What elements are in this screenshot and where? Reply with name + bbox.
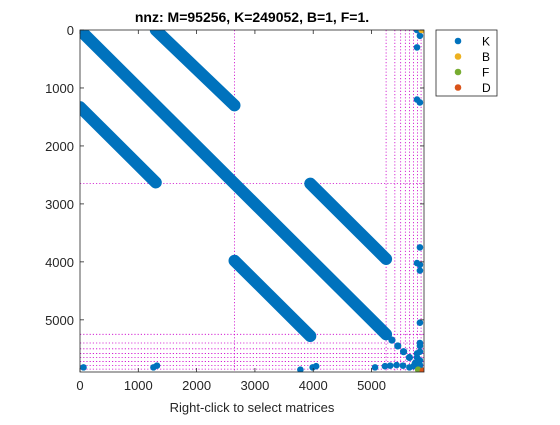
series-D-point-0[interactable] [419,367,426,374]
y-tick-label-4: 4000 [45,255,74,270]
legend-marker-B[interactable] [454,53,462,60]
series-K-band-4[interactable] [228,254,317,343]
series-K-point-19[interactable] [153,362,161,369]
y-tick-label-2: 2000 [45,139,74,154]
axes: 0 1000 2000 3000 4000 5000 0 1000 2000 3000 4000 50… [45,23,425,393]
series-K-band-0[interactable] [80,30,393,341]
legend-label-F[interactable]: F [482,66,489,80]
series-K-tail-point-4[interactable] [405,353,414,362]
series-K-tail-point-1[interactable] [388,336,396,344]
series-K-point-20[interactable] [297,366,304,373]
chart-title: nnz: M=95256, K=249052, B=1, F=1. [135,9,369,25]
legend-label-D[interactable]: D [482,81,491,95]
series-K-point-13[interactable] [413,96,421,103]
y-tick-label-1: 1000 [45,81,74,96]
x-tick-label-5: 5000 [357,378,386,393]
series-K-point-27[interactable] [399,362,407,369]
series-K-point-22[interactable] [312,362,320,370]
series-K-band-3[interactable] [304,177,393,265]
series-K-point-7[interactable] [416,342,424,350]
series-K-point-5[interactable] [416,319,424,327]
series-K-tail-point-3[interactable] [399,348,408,356]
x-tick-label-4: 4000 [299,378,328,393]
series-K-point-2[interactable] [416,244,424,251]
x-axis-label: Right-click to select matrices [170,400,335,415]
series-K-point-16[interactable] [413,354,421,361]
legend-marker-D[interactable] [454,84,462,91]
legend-label-B[interactable]: B [482,50,490,64]
legend-box [435,29,498,97]
legend-marker-F[interactable] [454,68,462,76]
legend-marker-K[interactable] [454,37,462,45]
legend-label-K[interactable]: K [482,35,490,49]
series-K-point-29[interactable] [410,362,417,370]
x-tick-label-3: 3000 [240,378,269,393]
y-tick-label-0: 0 [67,23,74,38]
y-tick-label-5: 5000 [45,313,74,328]
plot-area[interactable] [80,27,426,374]
series-K-point-14[interactable] [413,259,421,267]
series-K-point-0[interactable] [416,32,424,40]
x-tick-label-2: 2000 [182,378,211,393]
series-K-point-12[interactable] [413,44,421,51]
series-K-point-4[interactable] [416,267,424,274]
series-K-point-25[interactable] [386,362,394,369]
x-tick-label-1: 1000 [124,378,153,393]
axes-box [79,29,425,373]
series-K-tail-point-2[interactable] [394,342,402,350]
series-K-point-17[interactable] [80,364,87,371]
series-K-tail-point-0[interactable] [382,330,390,338]
series-K-point-23[interactable] [371,364,379,371]
series-K-band-1[interactable] [149,30,241,112]
series-B-point-0[interactable] [418,27,425,34]
series-K-point-26[interactable] [393,361,400,369]
x-tick-label-0: 0 [76,378,83,393]
y-tick-label-3: 3000 [45,197,74,212]
series-K-band-2[interactable] [80,101,162,189]
